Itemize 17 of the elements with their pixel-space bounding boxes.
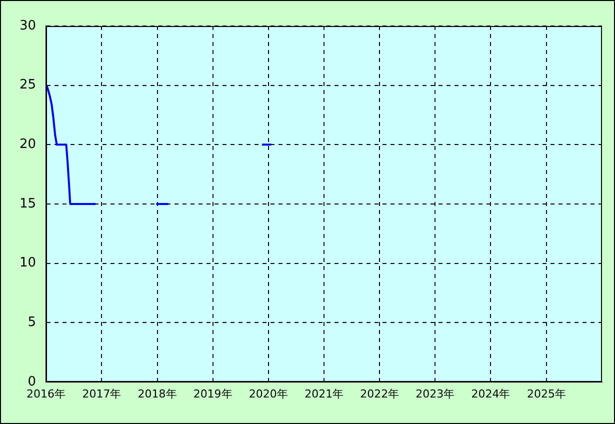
x-tick-label: 2022年 (360, 387, 400, 400)
x-tick-label: 2017年 (82, 387, 122, 400)
x-tick-label: 2018年 (138, 387, 177, 400)
y-tick-label: 5 (28, 315, 36, 330)
y-tick-label: 15 (19, 196, 36, 212)
x-tick-label: 2021年 (304, 387, 344, 400)
x-tick-label: 2020年 (248, 387, 288, 400)
x-tick-label: 2023年 (416, 387, 455, 400)
y-tick-label: 25 (19, 78, 36, 93)
y-tick-label: 30 (19, 18, 36, 34)
y-tick-label: 10 (19, 256, 36, 271)
y-tick-label: 0 (28, 374, 36, 390)
x-tick-label: 2016年 (26, 387, 66, 400)
x-tick-label: 2025年 (526, 387, 566, 400)
y-tick-label: 20 (19, 137, 36, 152)
x-tick-label: 2019年 (193, 387, 232, 400)
x-tick-label: 2024年 (471, 387, 510, 400)
